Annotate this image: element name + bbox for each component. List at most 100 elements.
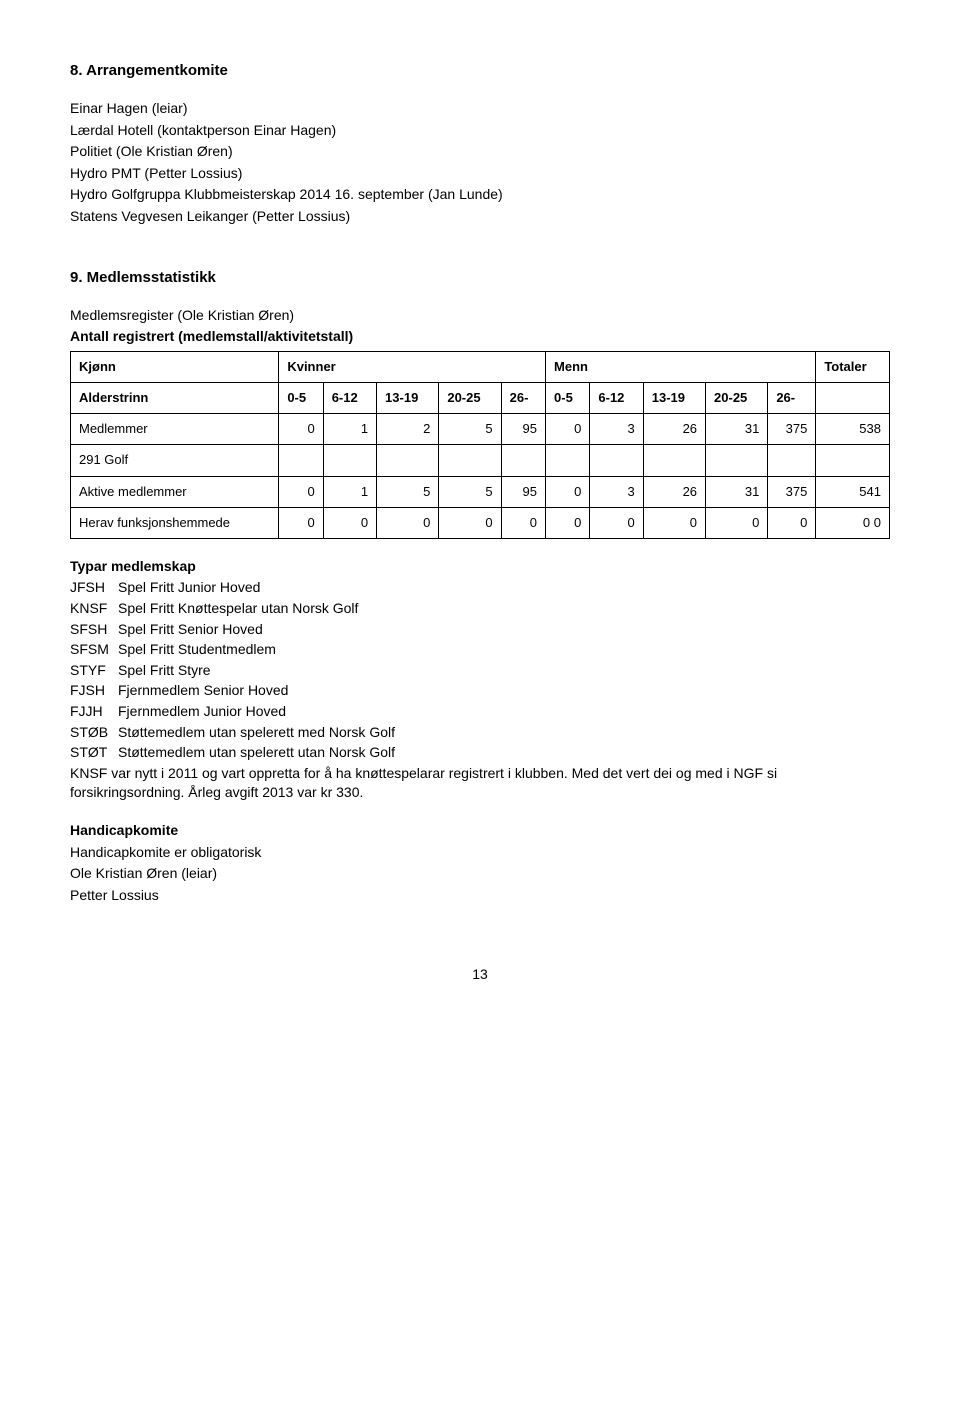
- cell-total: [816, 445, 890, 476]
- cell: [323, 445, 376, 476]
- age-col: 26-: [768, 382, 816, 413]
- table-row-header-gender: Kjønn Kvinner Menn Totaler: [71, 351, 890, 382]
- col-menn: Menn: [546, 351, 816, 382]
- heading-medlemsstatistikk: 9. Medlemsstatistikk: [70, 267, 890, 288]
- cell: 0: [546, 507, 590, 538]
- cell: 5: [439, 414, 501, 445]
- col-totaler: Totaler: [816, 351, 890, 382]
- cell: 0: [706, 507, 768, 538]
- page-number: 13: [70, 965, 890, 985]
- handicap-line: Petter Lossius: [70, 886, 890, 906]
- table-row: Herav funksjonshemmede 0 0 0 0 0 0 0 0 0…: [71, 507, 890, 538]
- typar-code: KNSF: [70, 599, 118, 619]
- typar-desc: Spel Fritt Knøttespelar utan Norsk Golf: [118, 600, 358, 616]
- cell: 31: [706, 414, 768, 445]
- line: Lærdal Hotell (kontaktperson Einar Hagen…: [70, 121, 890, 141]
- cell: 0: [439, 507, 501, 538]
- cell: [279, 445, 323, 476]
- cell: [590, 445, 643, 476]
- line: Politiet (Ole Kristian Øren): [70, 142, 890, 162]
- age-col: 26-: [501, 382, 545, 413]
- typar-item: SFSMSpel Fritt Studentmedlem: [70, 640, 890, 660]
- table-title: Antall registrert (medlemstall/aktivitet…: [70, 327, 890, 347]
- typar-code: SFSH: [70, 620, 118, 640]
- line: Einar Hagen (leiar): [70, 99, 890, 119]
- cell-total: 538: [816, 414, 890, 445]
- age-col: 20-25: [706, 382, 768, 413]
- typar-code: STØT: [70, 743, 118, 763]
- cell: [501, 445, 545, 476]
- cell-total: 0 0: [816, 507, 890, 538]
- cell-total: 541: [816, 476, 890, 507]
- cell: [706, 445, 768, 476]
- section-medlemsstatistikk: 9. Medlemsstatistikk Medlemsregister (Ol…: [70, 267, 890, 906]
- col-kvinner: Kvinner: [279, 351, 546, 382]
- cell: 0: [501, 507, 545, 538]
- cell: 3: [590, 414, 643, 445]
- line: Statens Vegvesen Leikanger (Petter Lossi…: [70, 207, 890, 227]
- cell: 0: [323, 507, 376, 538]
- cell: [546, 445, 590, 476]
- cell: 2: [377, 414, 439, 445]
- typar-desc: Spel Fritt Junior Hoved: [118, 579, 260, 595]
- line: Hydro PMT (Petter Lossius): [70, 164, 890, 184]
- cell: 0: [279, 507, 323, 538]
- typar-desc: Spel Fritt Studentmedlem: [118, 641, 276, 657]
- typar-code: FJSH: [70, 681, 118, 701]
- age-col: 0-5: [279, 382, 323, 413]
- age-col: 20-25: [439, 382, 501, 413]
- typar-desc: Spel Fritt Styre: [118, 662, 211, 678]
- typar-item: KNSFSpel Fritt Knøttespelar utan Norsk G…: [70, 599, 890, 619]
- cell: [377, 445, 439, 476]
- cell: 5: [377, 476, 439, 507]
- cell: [643, 445, 705, 476]
- typar-desc: Fjernmedlem Senior Hoved: [118, 682, 288, 698]
- typar-code: JFSH: [70, 578, 118, 598]
- typar-code: STØB: [70, 723, 118, 743]
- cell: 95: [501, 414, 545, 445]
- subline: Medlemsregister (Ole Kristian Øren): [70, 306, 890, 326]
- col-kjonn: Kjønn: [71, 351, 279, 382]
- age-col: 13-19: [643, 382, 705, 413]
- typar-item: STØTStøttemedlem utan spelerett utan Nor…: [70, 743, 890, 763]
- cell: 375: [768, 476, 816, 507]
- age-col: 13-19: [377, 382, 439, 413]
- col-alderstrinn: Alderstrinn: [71, 382, 279, 413]
- cell: 31: [706, 476, 768, 507]
- cell: 0: [279, 414, 323, 445]
- member-stats-table: Kjønn Kvinner Menn Totaler Alderstrinn 0…: [70, 351, 890, 539]
- typar-heading: Typar medlemskap: [70, 557, 890, 577]
- age-col: 6-12: [323, 382, 376, 413]
- section-arrangementkomite: 8. Arrangementkomite Einar Hagen (leiar)…: [70, 60, 890, 227]
- handicap-line: Handicapkomite er obligatorisk: [70, 843, 890, 863]
- typar-item: FJJHFjernmedlem Junior Hoved: [70, 702, 890, 722]
- typar-item: STYFSpel Fritt Styre: [70, 661, 890, 681]
- table-row-header-age: Alderstrinn 0-5 6-12 13-19 20-25 26- 0-5…: [71, 382, 890, 413]
- cell: 0: [590, 507, 643, 538]
- age-col-empty: [816, 382, 890, 413]
- typar-desc: Støttemedlem utan spelerett med Norsk Go…: [118, 724, 395, 740]
- typar-code: STYF: [70, 661, 118, 681]
- cell: 5: [439, 476, 501, 507]
- knsf-paragraph: KNSF var nytt i 2011 og vart oppretta fo…: [70, 764, 890, 803]
- line: Hydro Golfgruppa Klubbmeisterskap 2014 1…: [70, 185, 890, 205]
- cell: 1: [323, 414, 376, 445]
- table-row: Aktive medlemmer 0 1 5 5 95 0 3 26 31 37…: [71, 476, 890, 507]
- cell: 26: [643, 414, 705, 445]
- typar-item: FJSHFjernmedlem Senior Hoved: [70, 681, 890, 701]
- cell: 0: [643, 507, 705, 538]
- cell: 0: [768, 507, 816, 538]
- cell: [768, 445, 816, 476]
- handicap-line: Ole Kristian Øren (leiar): [70, 864, 890, 884]
- cell: 3: [590, 476, 643, 507]
- typar-desc: Fjernmedlem Junior Hoved: [118, 703, 286, 719]
- handicap-heading: Handicapkomite: [70, 821, 890, 841]
- cell: 375: [768, 414, 816, 445]
- typar-code: FJJH: [70, 702, 118, 722]
- cell: [439, 445, 501, 476]
- typar-desc: Støttemedlem utan spelerett utan Norsk G…: [118, 744, 395, 760]
- typar-code: SFSM: [70, 640, 118, 660]
- row-label: Aktive medlemmer: [71, 476, 279, 507]
- typar-item: SFSHSpel Fritt Senior Hoved: [70, 620, 890, 640]
- typar-desc: Spel Fritt Senior Hoved: [118, 621, 263, 637]
